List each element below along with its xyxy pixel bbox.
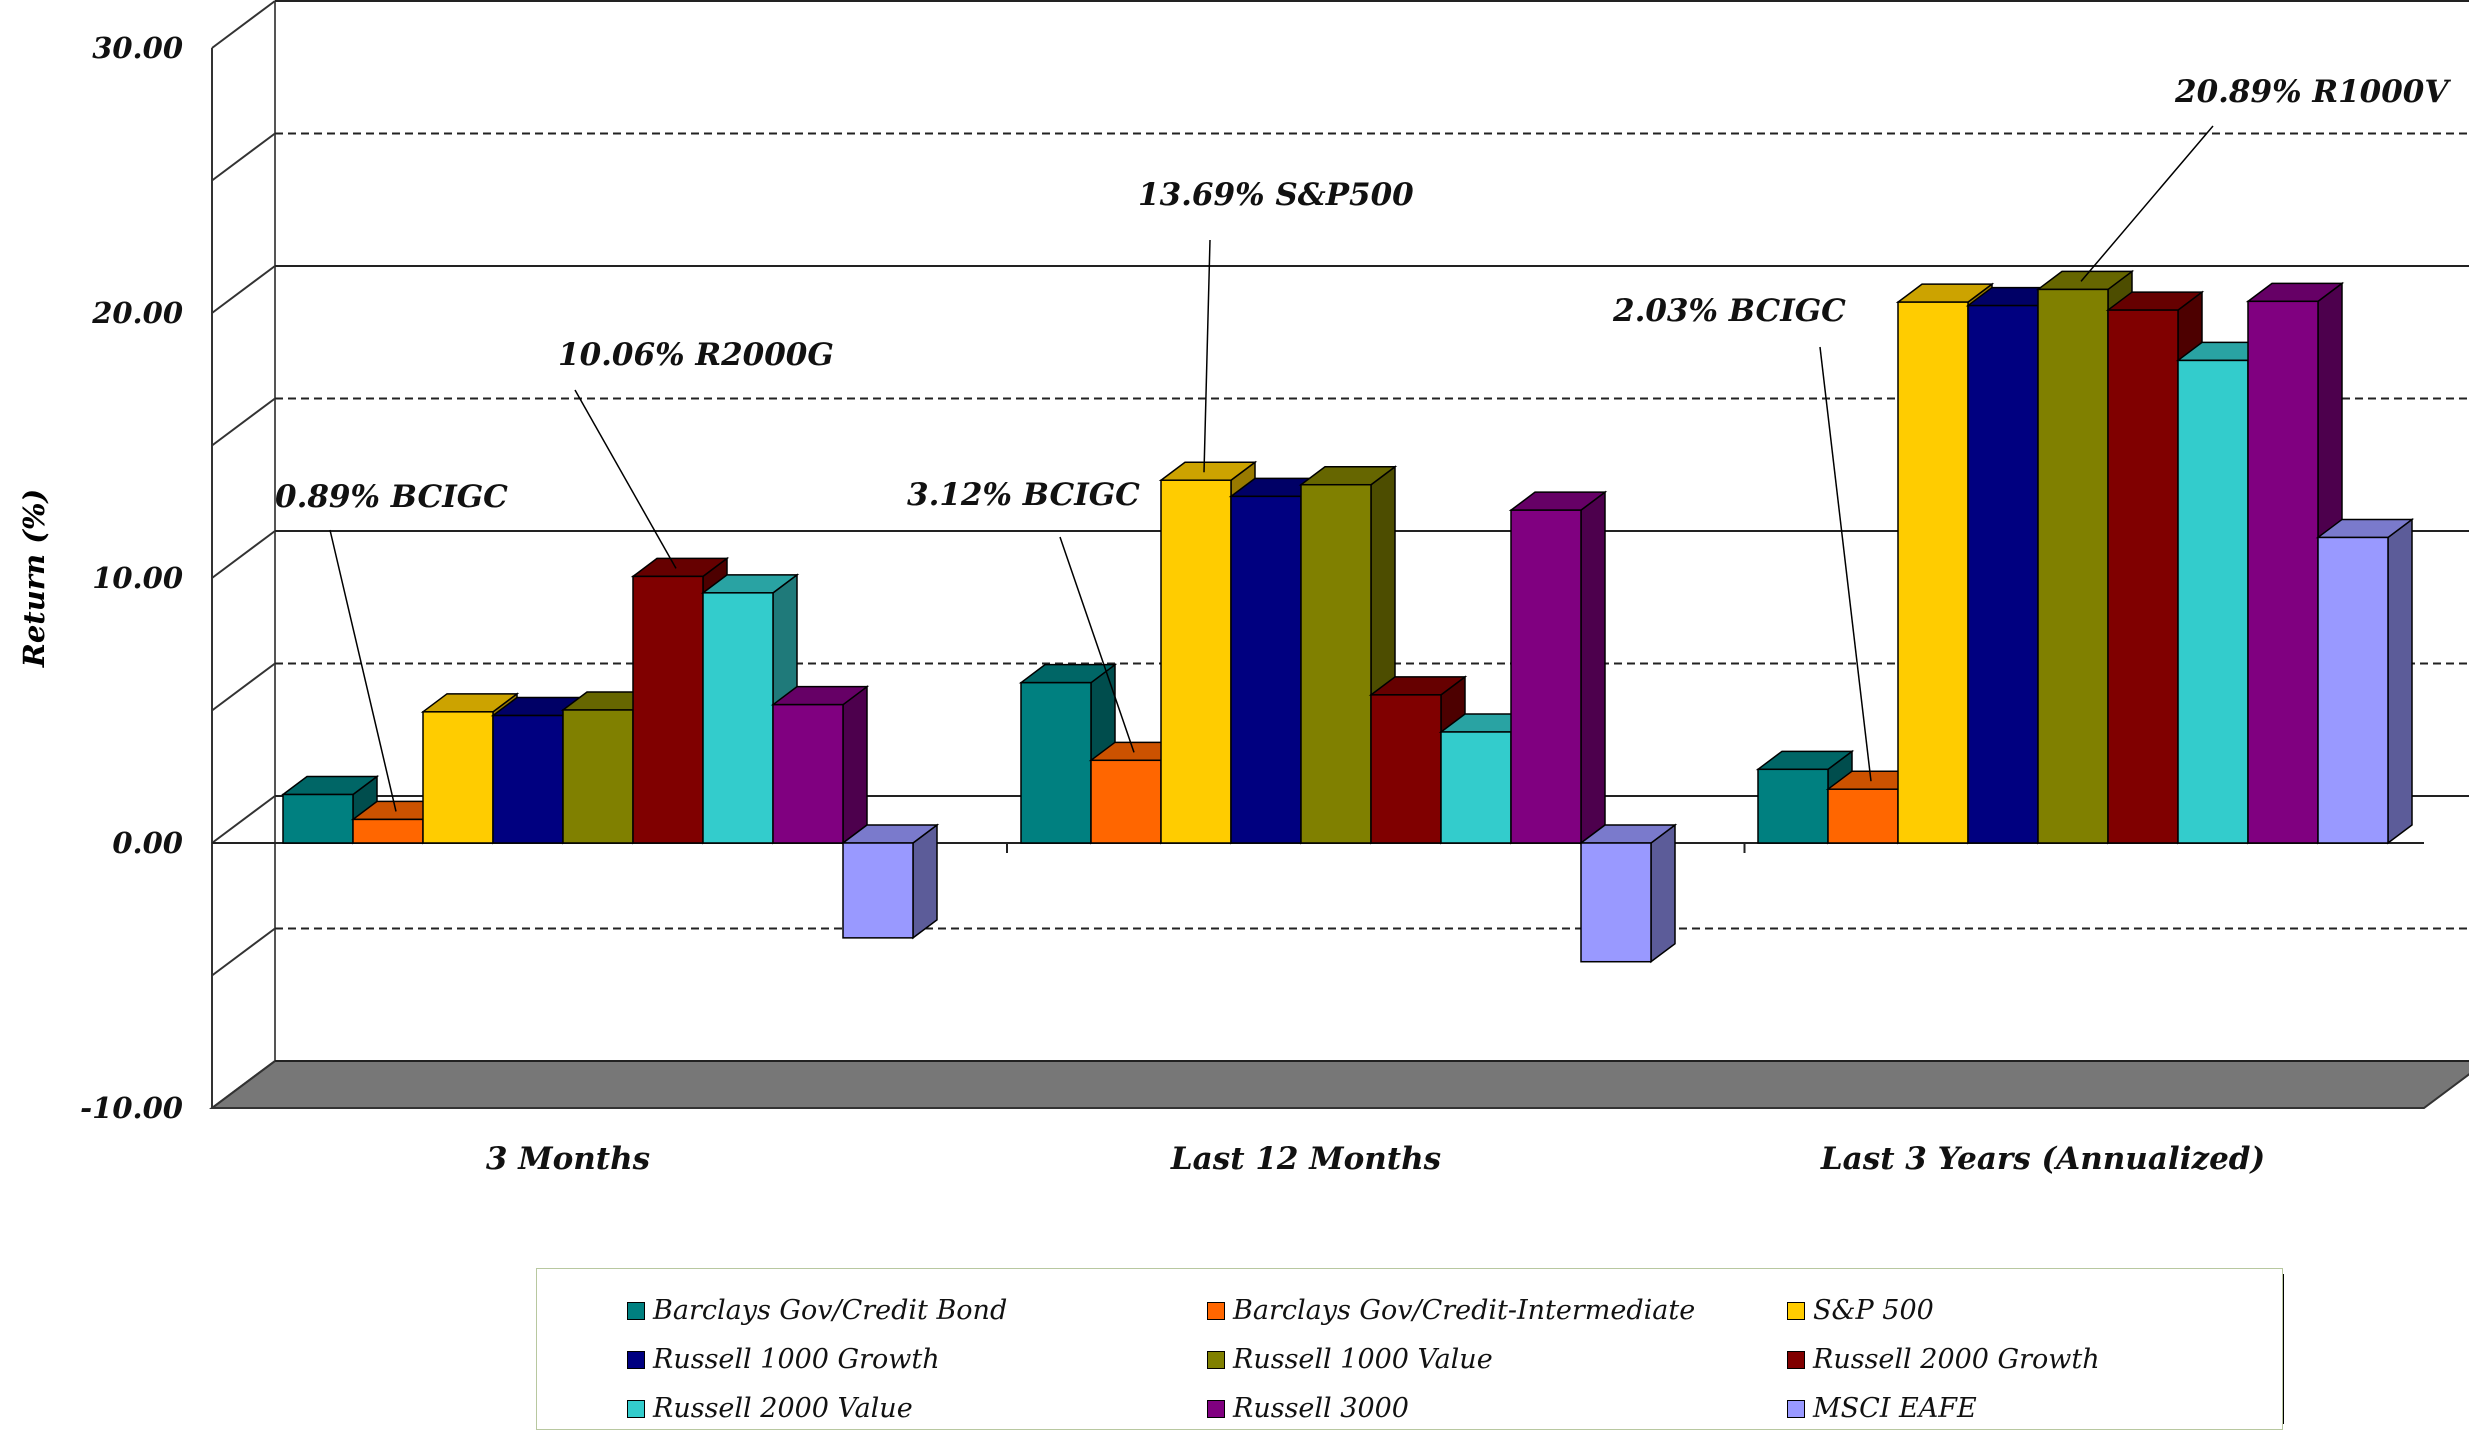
bar-side xyxy=(912,823,938,940)
legend-item: Russell 3000 xyxy=(1207,1393,1409,1424)
legend-item: MSCI EAFE xyxy=(1787,1393,1977,1424)
annotation-leader-line xyxy=(574,389,677,569)
legend-swatch xyxy=(627,1350,645,1369)
bar-front xyxy=(1580,842,1652,963)
bar-side xyxy=(842,685,868,845)
bars xyxy=(280,269,2415,964)
bar-front xyxy=(492,714,564,844)
bar-front xyxy=(2317,536,2389,844)
annotation-label: 10.06% R2000G xyxy=(558,337,834,373)
annotation-leader-line xyxy=(1819,346,1872,782)
bar-front xyxy=(842,842,914,939)
bar-front xyxy=(562,709,634,844)
legend-label: Russell 1000 Growth xyxy=(653,1344,940,1375)
side-wall-grid-diagonal xyxy=(211,927,276,977)
legend-item: Barclays Gov/Credit Bond xyxy=(627,1295,1007,1326)
legend: Barclays Gov/Credit Bond Barclays Gov/Cre… xyxy=(536,1268,2283,1430)
bar-side xyxy=(1580,490,1606,845)
bar-front xyxy=(702,592,774,844)
annotation-label: 0.89% BCIGC xyxy=(275,479,508,515)
side-wall-grid-diagonal xyxy=(211,795,276,844)
y-tick-label: 10.00 xyxy=(92,561,183,595)
annotation-leader-line xyxy=(1059,536,1135,753)
legend-label: Russell 3000 xyxy=(1233,1393,1409,1424)
bar-front xyxy=(1090,759,1162,844)
annotations: 0.89% BCIGC 10.06% R2000G 3.12% BCIGC 13.69… xyxy=(275,74,2451,812)
side-wall-grid-diagonal xyxy=(211,265,276,314)
bar-front xyxy=(1440,731,1512,844)
side-wall-grid-diagonal xyxy=(211,1060,276,1109)
y-axis-label: Return (%) xyxy=(17,489,51,669)
annotation-label: 3.12% BCIGC xyxy=(907,477,1140,513)
bar-front xyxy=(1020,681,1092,844)
legend-label: Russell 2000 Growth xyxy=(1813,1344,2100,1375)
legend-swatch xyxy=(1207,1350,1225,1369)
annotation-leader-line xyxy=(1203,239,1211,473)
side-wall-grid-diagonal xyxy=(211,397,276,447)
category-label: Last 12 Months xyxy=(1170,1141,1441,1177)
annotation-label: 13.69% S&P500 xyxy=(1138,177,1414,213)
bar-front xyxy=(2177,359,2249,844)
annotation-label: 2.03% BCIGC xyxy=(1612,293,1846,329)
legend-label: Russell 2000 Value xyxy=(653,1393,913,1424)
bar xyxy=(1508,490,1608,845)
legend-item: S&P 500 xyxy=(1787,1295,1934,1326)
y-tick-label: 30.00 xyxy=(92,31,183,65)
side-wall-grid-diagonal xyxy=(211,530,276,579)
side-wall-grid-diagonal xyxy=(211,0,276,49)
legend-swatch xyxy=(627,1301,645,1320)
legend-item: Barclays Gov/Credit-Intermediate xyxy=(1207,1295,1695,1326)
side-wall-grid-diagonal xyxy=(211,662,276,712)
bar xyxy=(840,823,940,940)
legend-label: Barclays Gov/Credit Bond xyxy=(653,1295,1008,1326)
bar xyxy=(2315,517,2415,845)
bar-side xyxy=(2387,517,2413,845)
bar-front xyxy=(422,711,494,844)
bar-front xyxy=(1827,788,1899,844)
bar-front xyxy=(1510,509,1582,844)
bar xyxy=(1755,749,1855,845)
bar-front xyxy=(1370,694,1442,844)
legend-swatch xyxy=(1787,1350,1805,1369)
y-tick-label: 20.00 xyxy=(91,296,183,330)
bar-front xyxy=(1230,495,1302,844)
legend-item: Russell 2000 Growth xyxy=(1787,1344,2100,1375)
legend-swatch xyxy=(1787,1301,1805,1320)
bar-front xyxy=(1967,304,2039,844)
bar-front xyxy=(1897,301,1969,844)
legend-label: S&P 500 xyxy=(1813,1295,1934,1326)
bar-front xyxy=(352,818,424,844)
annotation-leader-line xyxy=(329,529,397,812)
bar-front xyxy=(1757,768,1829,844)
legend-label: Russell 1000 Value xyxy=(1233,1344,1493,1375)
bar-front xyxy=(772,703,844,844)
bar-front xyxy=(1300,483,1372,844)
bar-front xyxy=(282,793,354,844)
bar xyxy=(770,685,870,845)
bar-front xyxy=(632,575,704,844)
legend-item: Russell 1000 Value xyxy=(1207,1344,1493,1375)
annotation-label: 20.89% R1000V xyxy=(2174,74,2451,110)
side-wall-grid-diagonal xyxy=(211,132,276,182)
annotation-leader-line xyxy=(2080,125,2214,282)
legend-label: MSCI EAFE xyxy=(1813,1393,1977,1424)
legend-item: Russell 2000 Value xyxy=(627,1393,913,1424)
y-tick-label: 0.00 xyxy=(112,826,183,860)
y-tick-label: -10.00 xyxy=(80,1091,183,1125)
bar-front xyxy=(2037,288,2109,844)
bar-front xyxy=(2247,300,2319,844)
legend-label: Barclays Gov/Credit-Intermediate xyxy=(1233,1295,1696,1326)
bar-side xyxy=(1650,823,1676,964)
bar-front xyxy=(2107,309,2179,844)
category-label: Last 3 Years (Annualized) xyxy=(1820,1141,2265,1177)
chart-floor xyxy=(208,1060,2469,1109)
legend-swatch xyxy=(1207,1301,1225,1320)
legend-item: Russell 1000 Growth xyxy=(627,1344,940,1375)
bar xyxy=(1578,823,1678,964)
bar-front xyxy=(1160,479,1232,844)
category-label: 3 Months xyxy=(486,1141,650,1177)
